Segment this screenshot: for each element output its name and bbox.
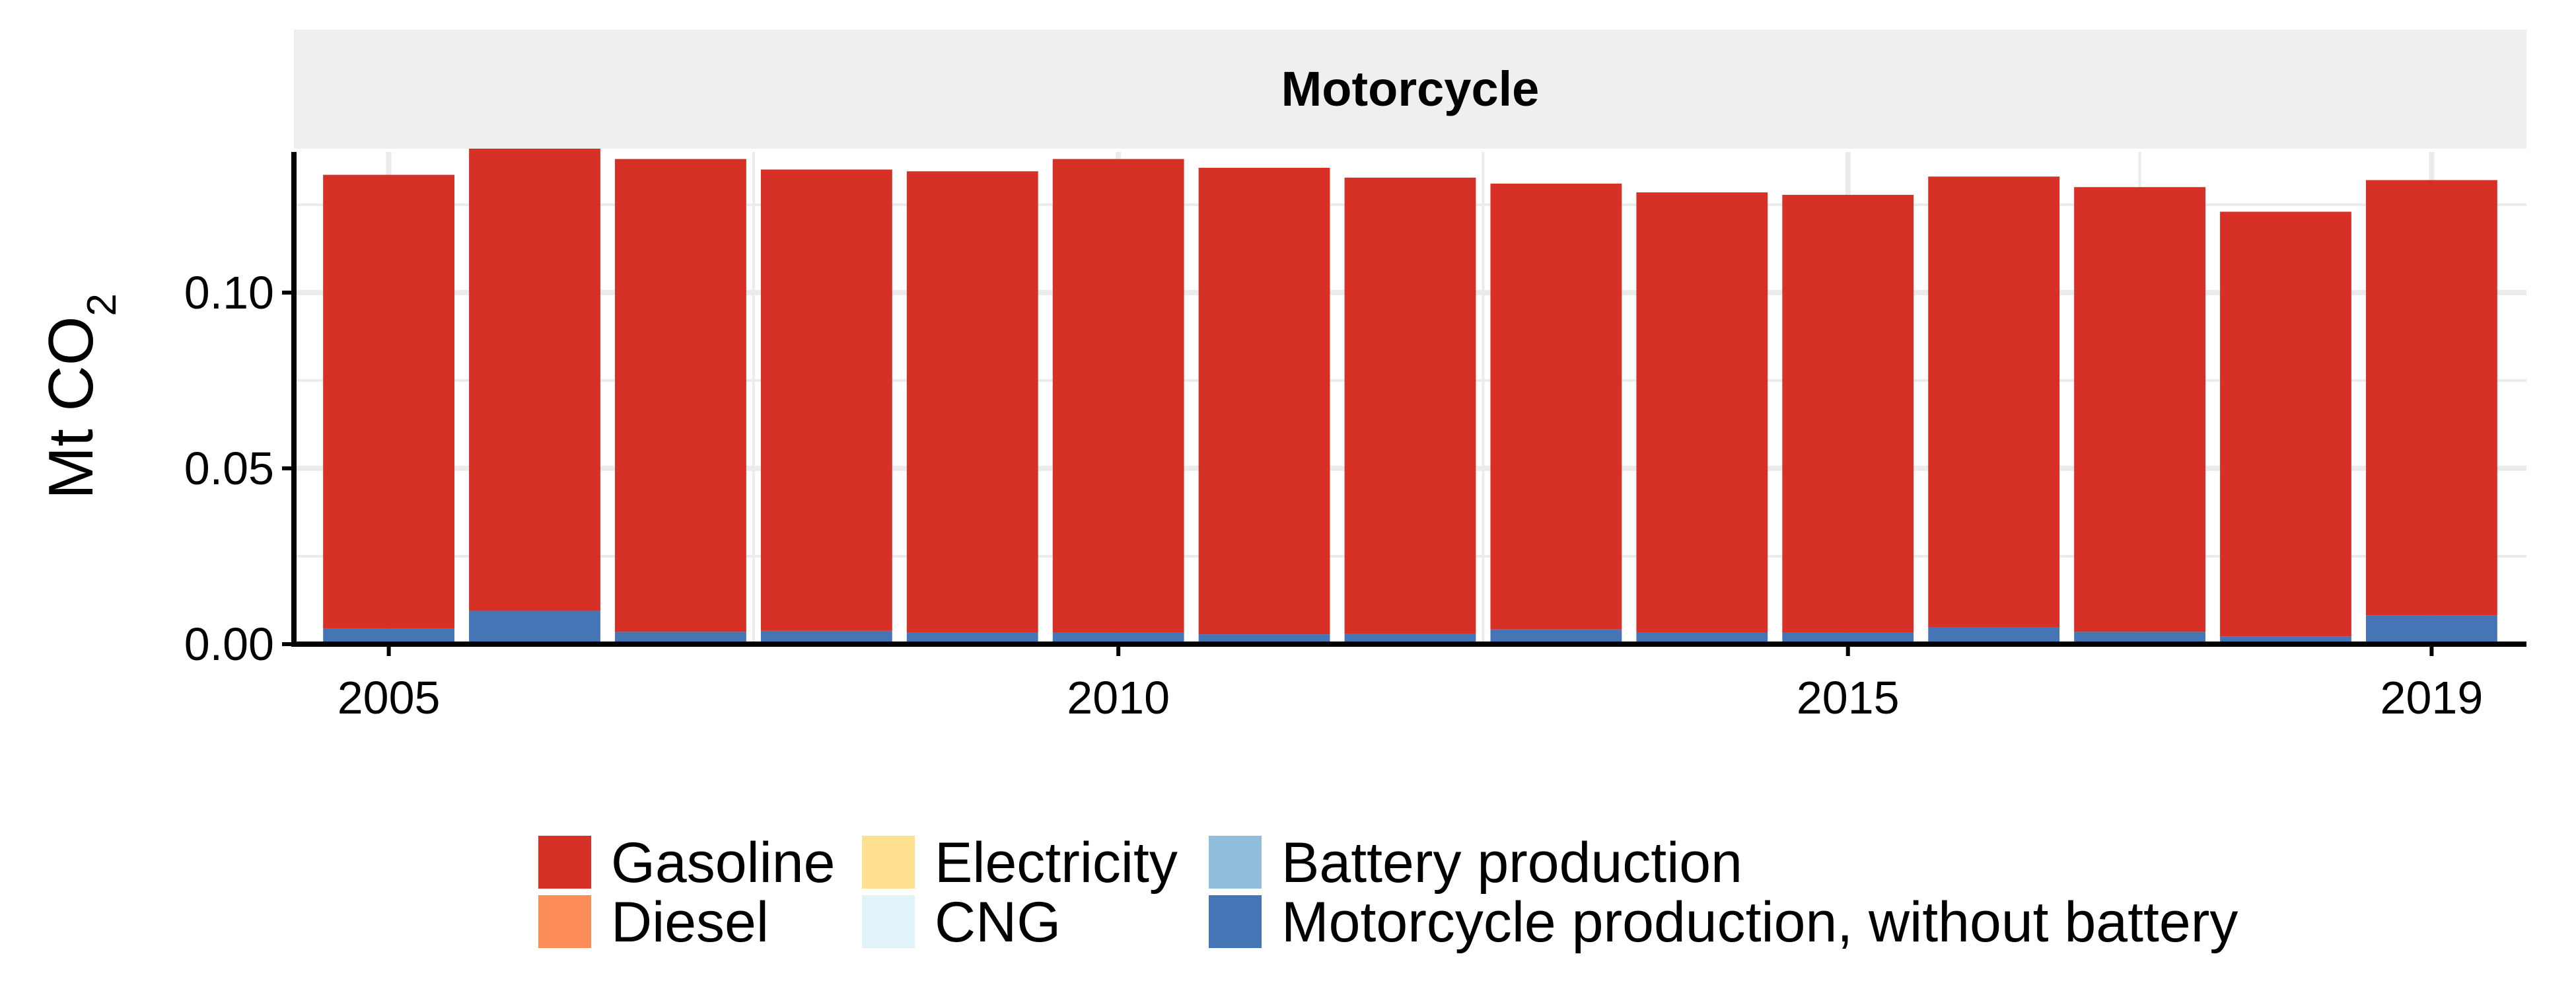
legend-label-electricity: Electricity [935,831,1178,895]
axes [282,152,2526,656]
bar-gasoline-2009 [906,171,1038,633]
bar-gasoline-2019 [2365,180,2497,616]
facet-strip-label: Motorcycle [1281,61,1540,116]
bar-motorcycle-production-without-battery-2010 [1052,632,1184,644]
legend-label-diesel: Diesel [611,891,769,954]
x-tick-label: 2019 [2380,672,2484,723]
bar-motorcycle-production-without-battery-2016 [1928,627,2060,644]
bar-motorcycle-production-without-battery-2017 [2074,632,2205,644]
bar-motorcycle-production-without-battery-2018 [2220,636,2351,644]
bars [323,148,2497,644]
y-tick-label: 0.00 [184,618,274,670]
bar-motorcycle-production-without-battery-2014 [1636,632,1768,644]
legend-key-diesel [538,895,591,948]
bar-motorcycle-production-without-battery-2019 [2365,615,2497,644]
y-tick-label: 0.10 [184,267,274,318]
bar-motorcycle-production-without-battery-2009 [906,632,1038,644]
bar-motorcycle-production-without-battery-2006 [469,610,600,644]
bar-gasoline-2013 [1490,183,1622,630]
y-tick-labels: 0.00 0.05 0.10 [184,267,274,670]
y-axis-title: Mt CO2 [36,293,125,499]
y-axis-title-main: Mt CO [36,316,106,499]
bar-gasoline-2017 [2074,187,2205,632]
bar-gasoline-2012 [1344,177,1476,634]
legend-label-motorcycle-production-without-battery: Motorcycle production, without battery [1281,891,2238,954]
bar-gasoline-2015 [1782,194,1914,633]
bar-gasoline-2016 [1928,176,2060,628]
bar-gasoline-2014 [1636,192,1768,633]
bar-motorcycle-production-without-battery-2015 [1782,632,1914,644]
bar-gasoline-2007 [615,159,746,632]
bar-motorcycle-production-without-battery-2008 [760,630,892,644]
y-axis-title-subscript: 2 [79,293,125,316]
bar-motorcycle-production-without-battery-2013 [1490,629,1622,644]
bar-gasoline-2018 [2220,211,2351,637]
legend-key-cng [862,895,915,948]
y-tick-label: 0.05 [184,443,274,494]
legend-key-motorcycle-production-without-battery [1209,895,1262,948]
bar-gasoline-2011 [1198,167,1330,635]
legend-label-battery-production: Battery production [1281,831,1742,895]
legend-key-electricity [862,836,915,889]
x-tick-label: 2015 [1797,672,1900,723]
legend-key-battery-production [1209,836,1262,889]
facet-strip [294,30,2526,149]
bar-gasoline-2005 [323,174,455,629]
bar-motorcycle-production-without-battery-2005 [323,628,455,644]
legend-label-cng: CNG [935,891,1061,954]
x-tick-label: 2005 [338,672,441,723]
x-tick-labels: 2005 2010 2015 2019 [338,672,2484,723]
bar-gasoline-2008 [760,169,892,631]
bar-motorcycle-production-without-battery-2007 [615,632,746,644]
legend-key-gasoline [538,836,591,889]
bar-gasoline-2010 [1052,159,1184,633]
legend-label-gasoline: Gasoline [611,831,835,895]
bar-gasoline-2006 [469,148,600,611]
x-tick-label: 2010 [1067,672,1170,723]
